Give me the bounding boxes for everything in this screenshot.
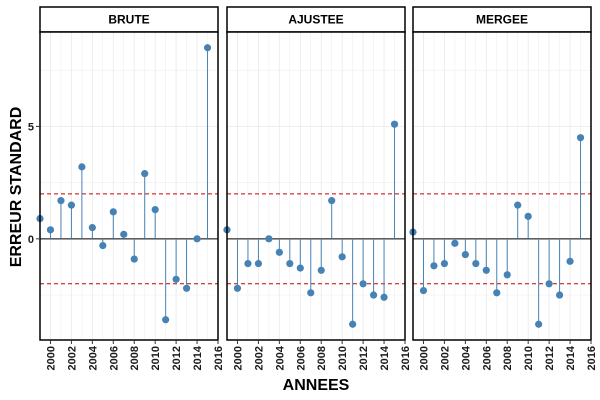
data-point [99, 241, 107, 250]
x-tick-label: 2002 [66, 346, 78, 370]
data-point [141, 170, 149, 178]
data-point [461, 250, 469, 259]
y-axis: 05 [28, 121, 40, 246]
data-point [193, 235, 201, 243]
data-point [130, 255, 138, 263]
x-tick-label: 2006 [295, 346, 307, 370]
panel-ajustee: AJUSTEE 2000 2002 2004 2006 2008 2010 2012 2014 2… [223, 6, 412, 370]
data-point [88, 223, 96, 232]
data-point [296, 264, 304, 272]
data-point [254, 259, 263, 268]
data-point [535, 320, 543, 328]
x-tick-label: 2016 [400, 346, 412, 370]
panel-background [227, 32, 405, 340]
x-tick-label: 2004 [87, 345, 99, 370]
x-tick-label: 2008 [502, 346, 514, 370]
data-point [162, 316, 170, 324]
data-point [359, 280, 367, 288]
data-point [440, 259, 449, 268]
data-point [328, 197, 336, 205]
x-tick-label: 2004 [460, 345, 472, 370]
facet-label: AJUSTEE [288, 13, 343, 27]
panel-brute: BRUTE 2000 2002 2004 2006 2008 2010 2012 2014 201… [36, 6, 225, 370]
data-point [317, 266, 325, 274]
data-point [524, 212, 532, 220]
x-tick-label: 2016 [213, 346, 225, 370]
panel-background [40, 32, 218, 340]
x-axis-title: ANNEES [283, 377, 350, 394]
data-point [78, 163, 86, 171]
x-tick-label: 2010 [523, 346, 535, 370]
facet-strip [226, 6, 406, 33]
data-point [46, 226, 55, 234]
data-point [493, 289, 501, 297]
facet-label: MERGEE [476, 13, 528, 27]
x-tick-label: 2010 [150, 346, 162, 370]
y-axis-title: ERREUR STANDARD [8, 107, 25, 268]
x-tick-label: 2012 [544, 346, 556, 370]
data-point [380, 293, 388, 301]
data-point [151, 206, 159, 214]
data-point [482, 266, 490, 274]
data-point [120, 230, 128, 238]
data-point [275, 248, 283, 256]
x-tick-label: 2016 [586, 346, 598, 370]
data-point [244, 259, 252, 268]
data-point [172, 275, 180, 283]
x-tick-label: 2014 [192, 345, 204, 370]
data-point [57, 197, 65, 205]
data-point [390, 120, 399, 128]
data-point [514, 201, 522, 209]
data-point [472, 259, 480, 268]
x-tick-label: 2006 [481, 346, 493, 370]
data-point [67, 201, 76, 209]
x-tick-label: 2014 [565, 345, 577, 370]
x-tick-label: 2000 [45, 346, 57, 370]
x-tick-label: 2002 [439, 346, 451, 370]
data-point [265, 235, 273, 243]
data-point [451, 239, 459, 247]
data-point [203, 44, 212, 52]
facet-label: BRUTE [108, 13, 149, 27]
data-point [430, 262, 438, 270]
data-point [182, 284, 191, 292]
panel-background [413, 32, 591, 340]
x-tick-label: 2002 [253, 346, 265, 370]
x-tick-label: 2000 [418, 346, 430, 370]
x-tick-label: 2014 [379, 345, 391, 370]
data-point [566, 257, 574, 265]
facet-strip [39, 6, 219, 33]
panels: BRUTE 2000 2002 2004 2006 2008 2010 2012 2014 201… [36, 6, 598, 370]
data-point [503, 271, 511, 279]
data-point [338, 253, 346, 261]
panel-mergee: MERGEE 2000 2002 2004 2006 2008 2010 2012 2014 20… [409, 6, 598, 370]
x-tick-label: 2008 [129, 346, 141, 370]
y-tick-label: 5 [28, 121, 34, 133]
data-point [307, 289, 315, 297]
data-point [369, 291, 378, 299]
data-point [349, 320, 357, 328]
x-tick-label: 2012 [171, 346, 183, 370]
data-point [419, 286, 428, 295]
x-tick-label: 2012 [358, 346, 370, 370]
panel-border [412, 31, 592, 341]
data-point [545, 280, 553, 288]
x-tick-label: 2000 [232, 346, 244, 370]
x-tick-label: 2010 [337, 346, 349, 370]
data-point [555, 291, 564, 299]
x-tick-label: 2006 [108, 346, 120, 370]
panel-border [39, 31, 219, 341]
panel-border [226, 31, 406, 341]
data-point [576, 134, 585, 142]
data-point [109, 208, 117, 216]
data-point [233, 284, 242, 292]
x-tick-label: 2004 [274, 345, 286, 370]
y-tick-label: 0 [28, 234, 34, 246]
x-tick-label: 2008 [316, 346, 328, 370]
data-point [286, 259, 294, 268]
